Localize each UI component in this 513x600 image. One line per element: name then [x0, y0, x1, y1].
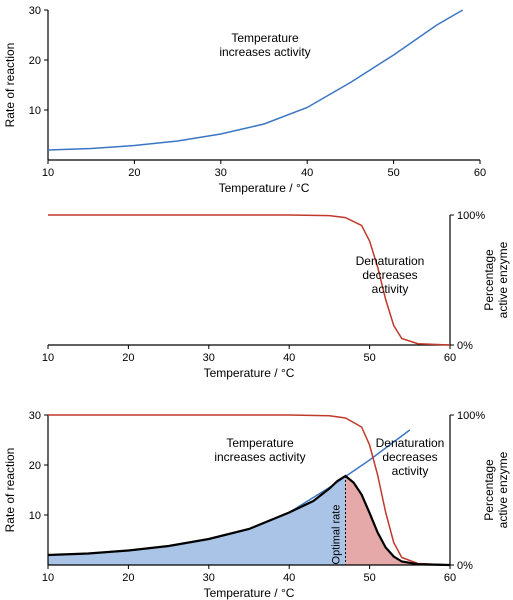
xlabel: Temperature / °C [204, 586, 295, 600]
ylabel-right: Percentageactive enzyme [482, 241, 510, 318]
panel-1: 10 20 30 40 50 60 10 20 30 Temperature / °C Rate o… [3, 5, 486, 195]
svg-text:100%: 100% [457, 410, 485, 422]
anno-line2: increases activity [219, 45, 310, 59]
panel-3: 10 20 30 40 50 60 10 20 30 0% 100% Temperature / °C… [3, 410, 510, 600]
red-fill-region [345, 476, 450, 565]
anno-line1: Denaturation [356, 254, 425, 268]
svg-text:40: 40 [283, 352, 295, 364]
svg-text:30: 30 [203, 572, 215, 584]
anno-line2: decreases [362, 268, 417, 282]
svg-text:60: 60 [444, 352, 456, 364]
svg-text:30: 30 [215, 167, 227, 179]
svg-text:50: 50 [363, 352, 375, 364]
xlabel: Temperature / °C [204, 366, 295, 380]
svg-text:100%: 100% [457, 210, 485, 222]
svg-text:20: 20 [29, 460, 41, 472]
anno-right-1: Denaturation [376, 436, 445, 450]
ylabel-right: Percentageactive enzyme [482, 451, 510, 528]
svg-text:10: 10 [42, 167, 54, 179]
svg-text:20: 20 [122, 352, 134, 364]
svg-text:40: 40 [283, 572, 295, 584]
svg-text:50: 50 [363, 572, 375, 584]
blue-fill-region [48, 476, 345, 565]
anno-left-2: increases activity [214, 450, 305, 464]
enzyme-activity-figure: 10 20 30 40 50 60 10 20 30 Temperature / °C Rate o… [0, 0, 513, 600]
ylabel-left: Rate of reaction [3, 43, 17, 128]
svg-text:40: 40 [301, 167, 313, 179]
optimal-label: Optimal rate [330, 505, 342, 565]
svg-text:0%: 0% [457, 560, 473, 572]
svg-text:20: 20 [128, 167, 140, 179]
svg-text:10: 10 [29, 510, 41, 522]
svg-text:10: 10 [42, 572, 54, 584]
svg-text:10: 10 [29, 105, 41, 117]
svg-text:20: 20 [29, 55, 41, 67]
svg-text:50: 50 [387, 167, 399, 179]
svg-text:0%: 0% [457, 340, 473, 352]
svg-text:60: 60 [474, 167, 486, 179]
anno-right-3: activity [392, 464, 429, 478]
panel-2: 10 20 30 40 50 600% 100% Temperature / °C Percen… [42, 210, 510, 380]
svg-text:10: 10 [42, 352, 54, 364]
svg-text:30: 30 [29, 410, 41, 422]
ylabel-left: Rate of reaction [3, 448, 17, 533]
svg-text:30: 30 [29, 5, 41, 17]
svg-text:30: 30 [203, 352, 215, 364]
anno-right-2: decreases [382, 450, 437, 464]
svg-text:60: 60 [444, 572, 456, 584]
anno-line1: Temperature [231, 31, 299, 45]
anno-line3: activity [372, 282, 409, 296]
svg-text:20: 20 [122, 572, 134, 584]
anno-left-1: Temperature [226, 436, 294, 450]
xlabel: Temperature / °C [219, 181, 310, 195]
